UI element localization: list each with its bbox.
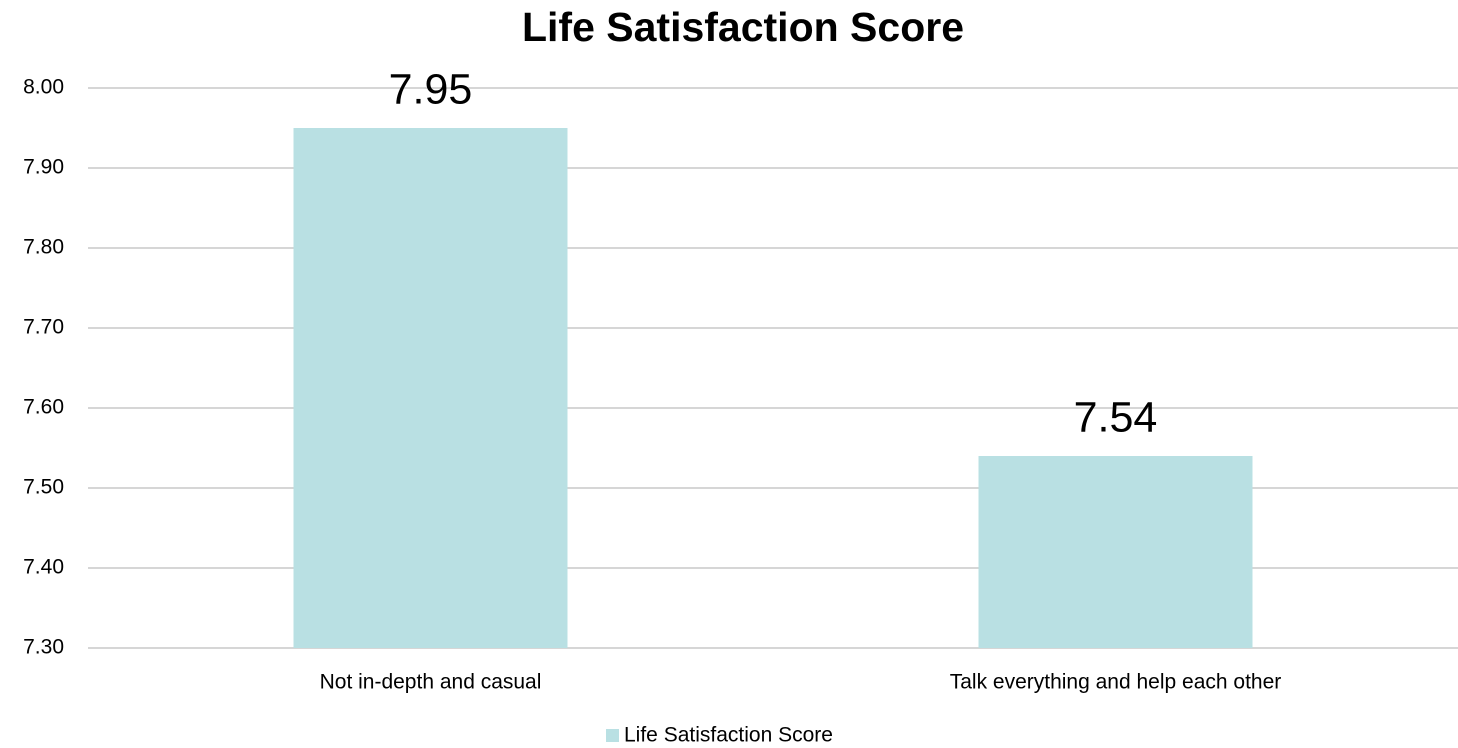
data-label: 7.54 (1074, 393, 1158, 441)
y-tick-label: 7.30 (23, 636, 64, 659)
y-tick-label: 7.70 (23, 316, 64, 339)
y-tick-label: 7.60 (23, 396, 64, 419)
bar (293, 128, 568, 648)
y-tick-label: 7.50 (23, 476, 64, 499)
legend-label: Life Satisfaction Score (624, 724, 833, 747)
legend-swatch (606, 729, 619, 742)
bar (978, 456, 1253, 648)
y-tick-label: 7.80 (23, 236, 64, 259)
chart-title: Life Satisfaction Score (522, 4, 964, 50)
y-tick-label: 8.00 (23, 76, 64, 99)
y-tick-label: 7.90 (23, 156, 64, 179)
x-tick-label: Not in-depth and casual (320, 671, 542, 694)
data-label: 7.95 (389, 65, 473, 113)
y-tick-label: 7.40 (23, 556, 64, 579)
x-tick-label: Talk everything and help each other (950, 671, 1282, 694)
